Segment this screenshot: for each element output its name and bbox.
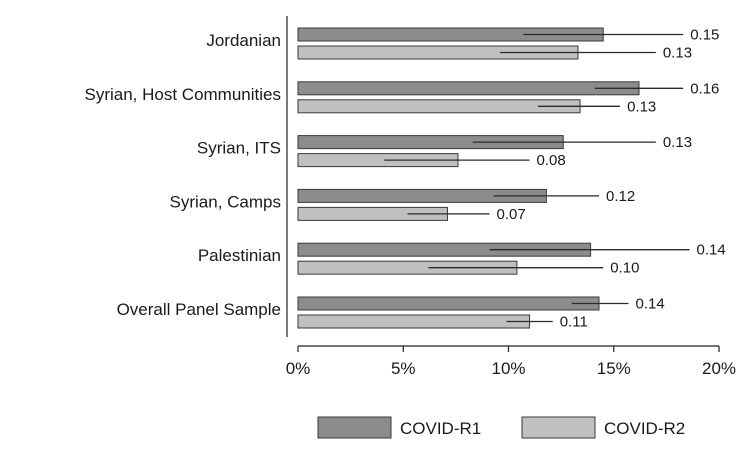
x-ticks-layer: 0% 5% 10% 15% 20%	[286, 346, 736, 378]
legend-swatch-covid-r1	[317, 416, 392, 439]
category-label-palestinian: Palestinian	[198, 246, 281, 265]
category-label-syrian-camps: Syrian, Camps	[170, 192, 281, 211]
legend: COVID-R1 COVID-R2	[317, 416, 685, 439]
legend-label-covid-r2: COVID-R2	[604, 419, 685, 438]
legend-label-covid-r1: COVID-R1	[400, 419, 481, 438]
data-label-covid-r1-syrian-camps: 0.12	[606, 188, 635, 205]
category-label-overall-panel-sample: Overall Panel Sample	[117, 300, 281, 319]
bar-covid-r1-overall-panel-sample	[297, 296, 600, 311]
x-tick-label: 15%	[597, 359, 631, 378]
data-label-covid-r2-jordanian: 0.13	[663, 45, 692, 62]
data-label-covid-r1-overall-panel-sample: 0.14	[635, 296, 664, 313]
data-label-covid-r2-syrian-camps: 0.07	[497, 206, 526, 223]
data-label-covid-r2-overall-panel-sample: 0.11	[560, 314, 588, 331]
x-tick-label: 5%	[391, 359, 416, 378]
category-label-jordanian: Jordanian	[206, 31, 281, 50]
x-tick-label: 20%	[702, 359, 736, 378]
data-label-covid-r2-syrian-host-communities: 0.13	[627, 98, 656, 115]
bars-layer	[297, 27, 640, 329]
bar-covid-r2-syrian-host-communities	[297, 99, 581, 114]
x-tick-label: 0%	[286, 359, 311, 378]
data-label-covid-r1-syrian-host-communities: 0.16	[690, 80, 719, 97]
data-label-covid-r1-jordanian: 0.15	[690, 27, 719, 44]
data-label-covid-r1-syrian-its: 0.13	[663, 134, 692, 151]
category-label-syrian-host-communities: Syrian, Host Communities	[84, 85, 281, 104]
data-label-covid-r1-palestinian: 0.14	[697, 242, 726, 259]
bar-covid-r2-overall-panel-sample	[297, 314, 531, 329]
bar-covid-r1-syrian-host-communities	[297, 81, 640, 96]
error-bars-layer	[384, 33, 690, 323]
x-tick-label: 10%	[491, 359, 525, 378]
category-label-syrian-its: Syrian, ITS	[197, 139, 281, 158]
data-label-covid-r2-syrian-its: 0.08	[537, 152, 566, 169]
legend-swatch-covid-r2	[521, 416, 596, 439]
data-label-covid-r2-palestinian: 0.10	[610, 260, 639, 277]
